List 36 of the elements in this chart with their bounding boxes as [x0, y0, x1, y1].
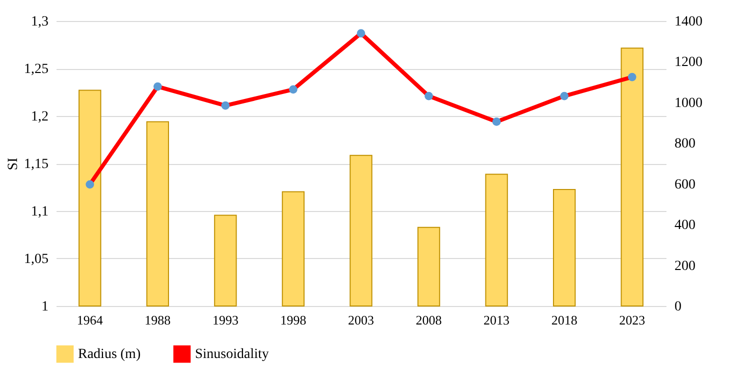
x-tick-label: 2023 — [619, 312, 646, 328]
y-tick-label: 1,25 — [24, 62, 48, 77]
y-tick-label: 1,1 — [31, 204, 48, 220]
x-tick-label: 1988 — [144, 312, 171, 328]
y2-tick-label: 0 — [674, 300, 682, 314]
y2-tick-label: 400 — [674, 218, 696, 234]
legend-label: Radius (m) — [78, 347, 141, 362]
y2-tick-label: 600 — [674, 177, 696, 192]
bar — [350, 154, 372, 306]
x-tick-label: 2018 — [551, 312, 578, 328]
y-axis-title: SI — [6, 157, 21, 170]
y-tick-label: 1 — [42, 300, 48, 314]
y2-tick-label: 1200 — [674, 55, 702, 70]
x-tick-label: 1993 — [212, 312, 238, 328]
x-tick-label: 2013 — [484, 312, 510, 328]
x-tick-label: 1964 — [76, 312, 104, 328]
y-tick-label: 1,2 — [31, 110, 48, 124]
y2-tick-label: 200 — [674, 258, 696, 274]
y2-tick-label: 1000 — [674, 96, 702, 111]
y2-tick-label: 1400 — [674, 14, 702, 30]
bar — [146, 121, 170, 306]
y-tick-label: 1,3 — [31, 14, 48, 30]
legend-label: Sinusoidality — [195, 347, 269, 362]
y-tick-label: 1,15 — [24, 157, 48, 172]
bar — [78, 90, 102, 306]
bar — [485, 174, 508, 306]
x-tick-label: 2003 — [348, 312, 374, 328]
bar — [417, 226, 440, 306]
y-tick-label: 1,05 — [24, 252, 48, 267]
bar — [282, 191, 305, 306]
x-tick-label: 2008 — [416, 312, 442, 328]
bar — [214, 214, 237, 306]
bar — [552, 189, 576, 306]
x-tick-label: 1998 — [280, 312, 306, 328]
bar — [620, 48, 644, 306]
y2-tick-label: 800 — [674, 136, 696, 152]
